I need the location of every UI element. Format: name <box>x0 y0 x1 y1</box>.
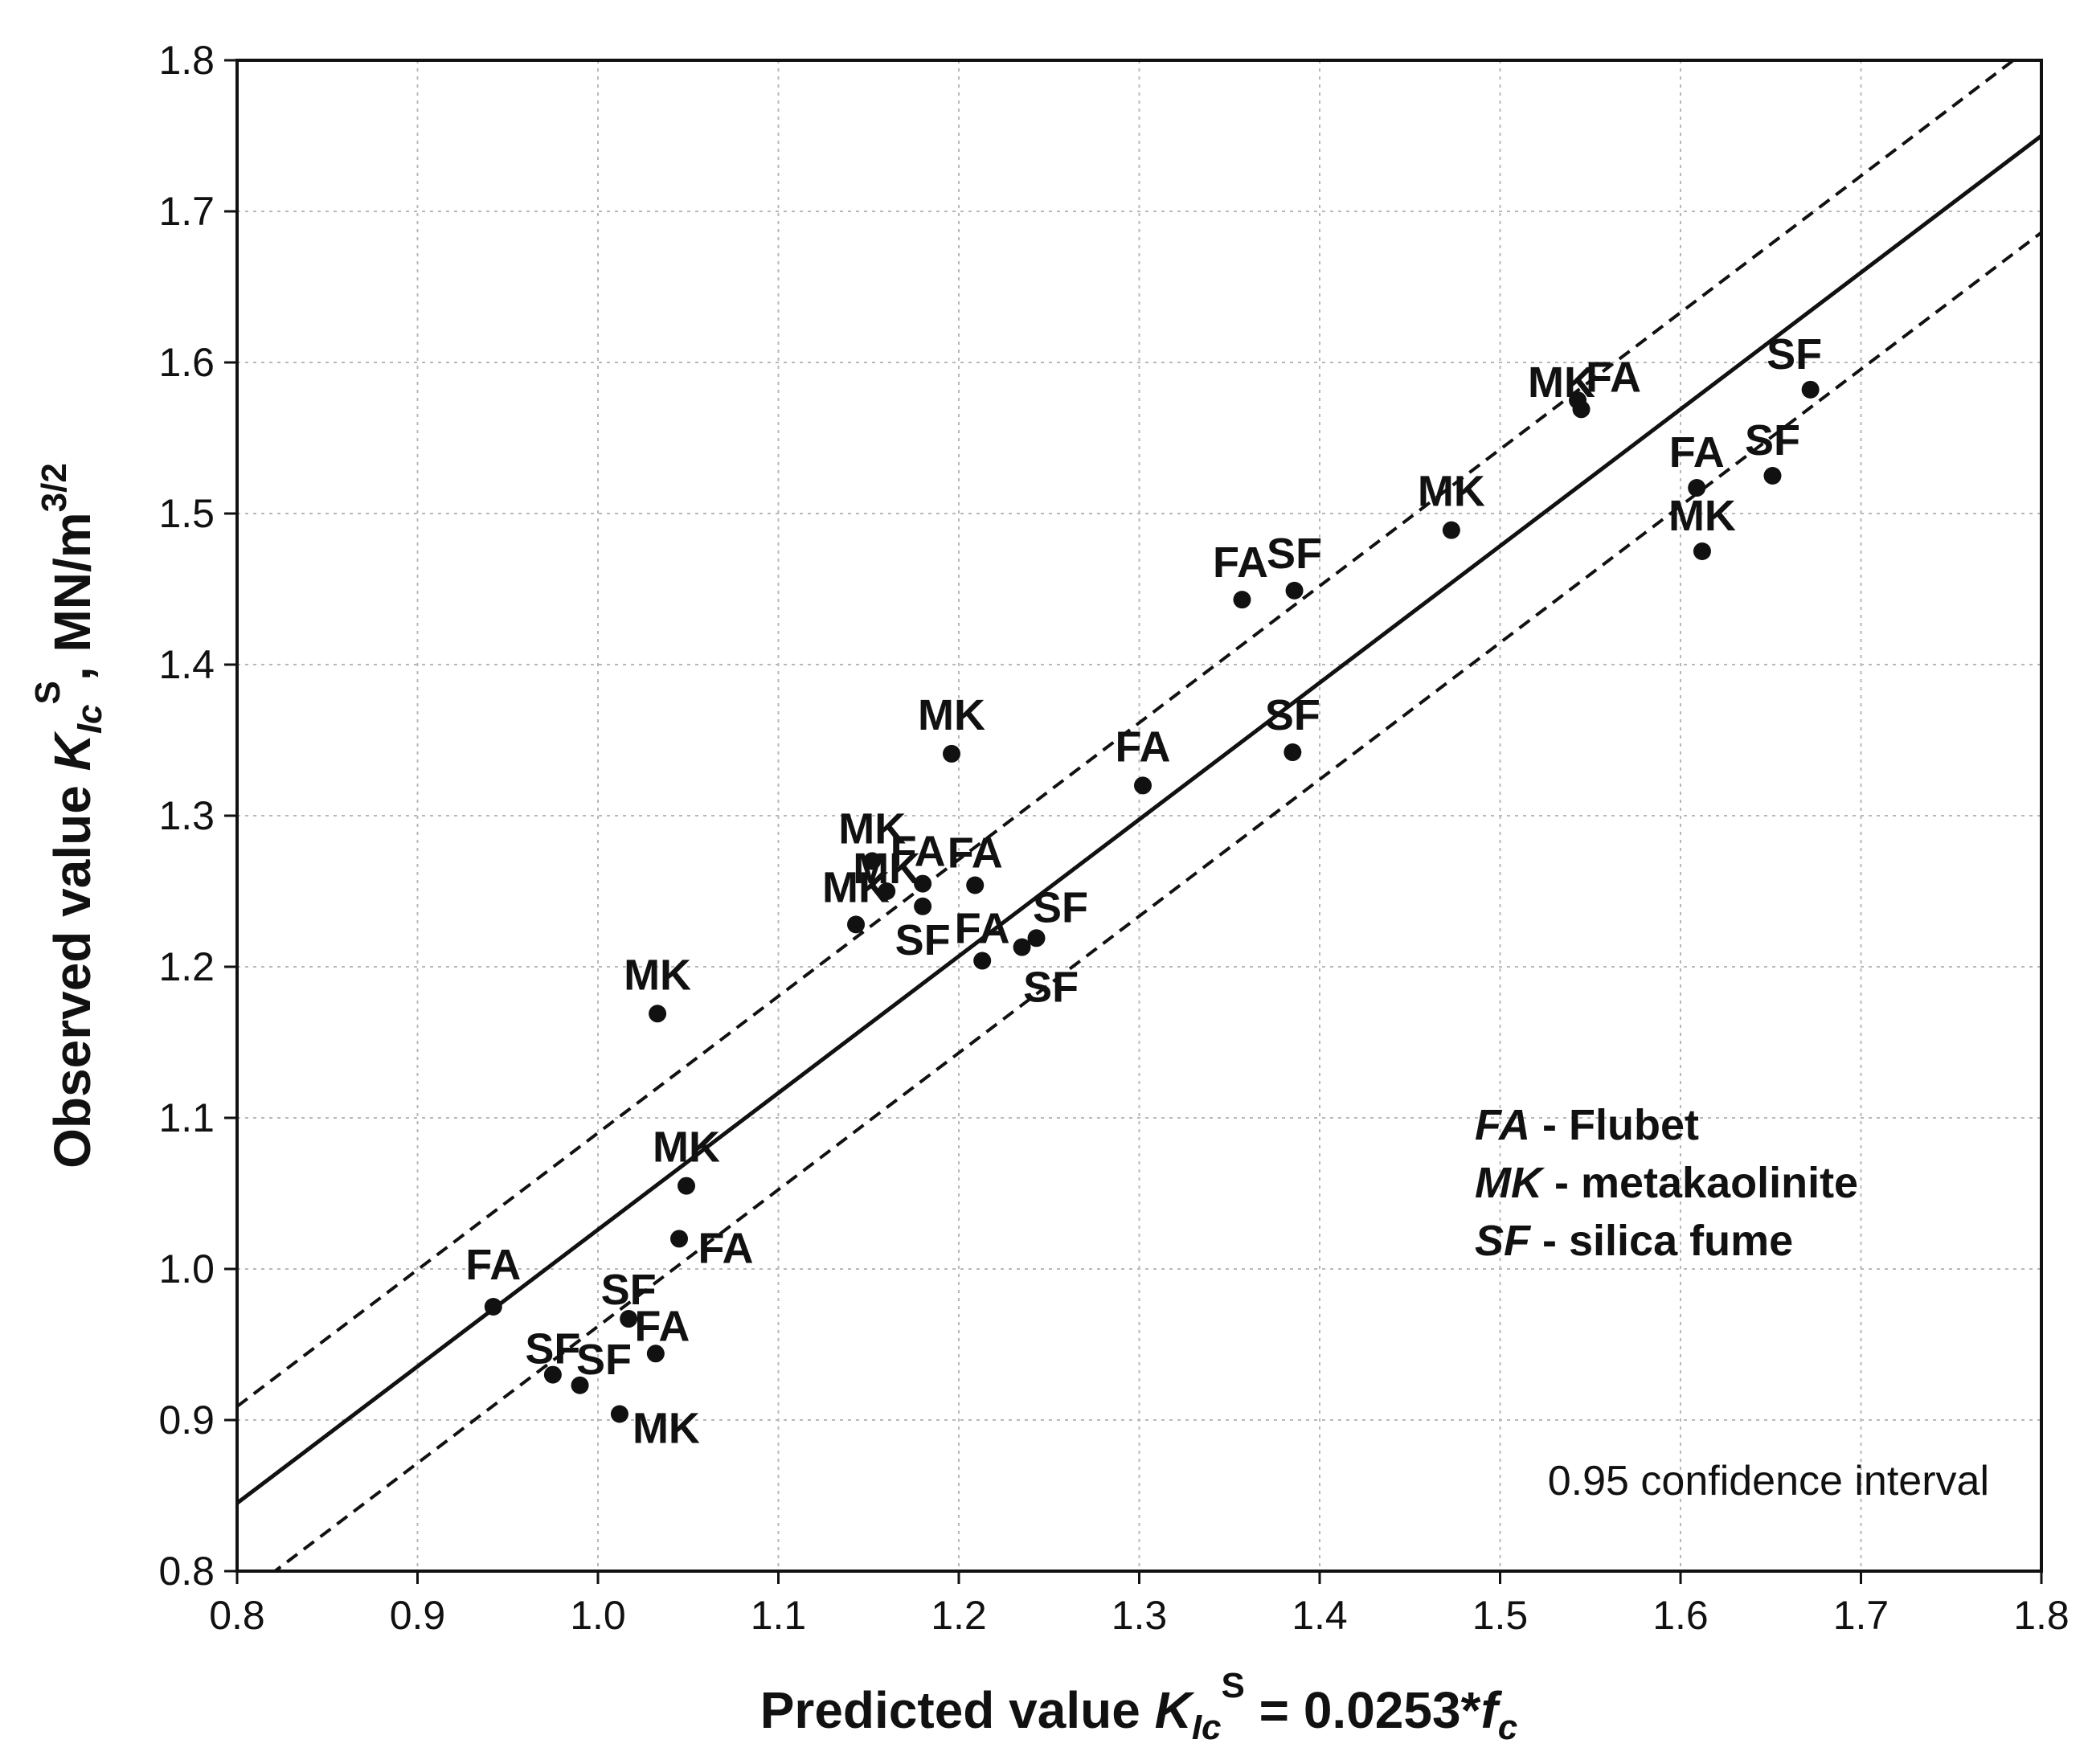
x-tick-label: 1.7 <box>1833 1593 1889 1638</box>
data-point <box>914 874 932 893</box>
data-point <box>678 1177 696 1195</box>
data-point <box>847 915 866 934</box>
legend-item-mk: MK - metakaolinite <box>1475 1159 1858 1207</box>
y-tick-label: 0.8 <box>158 1549 215 1594</box>
point-label: MK <box>838 804 906 853</box>
point-label: FA <box>1213 538 1268 587</box>
point-label: FA <box>890 828 946 876</box>
data-point <box>1801 380 1820 399</box>
confidence-interval-note: 0.95 confidence interval <box>1548 1458 1989 1504</box>
x-tick-label: 0.8 <box>209 1593 265 1638</box>
x-tick-label: 1.6 <box>1652 1593 1709 1638</box>
data-point <box>1233 591 1251 609</box>
data-point <box>914 897 932 915</box>
x-tick-label: 0.9 <box>390 1593 446 1638</box>
point-label: MK <box>633 1404 700 1452</box>
point-label: MK <box>653 1123 720 1172</box>
y-tick-label: 1.4 <box>158 642 215 687</box>
axis-ticks: 0.8 0.9 1.0 1.1 1.2 1.3 1.4 1.5 1.6 1.7 1.8 0.8 0.9 1… <box>158 38 2069 1638</box>
data-point <box>620 1310 638 1328</box>
x-tick-label: 1.4 <box>1292 1593 1348 1638</box>
y-tick-label: 0.9 <box>158 1398 215 1443</box>
y-tick-label: 1.2 <box>158 944 215 989</box>
point-label: MK <box>918 691 985 739</box>
lower-confidence-band <box>272 231 2041 1571</box>
data-point <box>1284 743 1302 762</box>
point-label: SF <box>1267 530 1322 578</box>
y-axis-title: Observed value KIcS, MN/m3/2 <box>28 463 109 1168</box>
point-label: FA <box>698 1224 754 1272</box>
data-points: FASFSFMKSFFAFAMKMKMKMKMKFASFFAFASFSFMKFA… <box>465 330 1822 1453</box>
point-label: FA <box>1586 353 1641 401</box>
y-tick-label: 1.6 <box>158 340 215 385</box>
y-tick-label: 1.5 <box>158 491 215 536</box>
x-tick-label: 1.1 <box>751 1593 807 1638</box>
legend: FA - Flubet MK - metakaolinite SF - sili… <box>1475 1101 1858 1265</box>
data-point <box>973 952 992 970</box>
legend-item-fa: FA - Flubet <box>1475 1101 1699 1149</box>
data-point <box>610 1405 628 1423</box>
point-label: SF <box>601 1266 657 1314</box>
point-label: MK <box>1528 358 1595 407</box>
point-label: FA <box>1115 722 1170 771</box>
data-point <box>1693 542 1711 560</box>
point-label: FA <box>634 1302 690 1350</box>
point-label: FA <box>465 1241 521 1289</box>
x-axis-title: Predicted value KIcS = 0.0253*fc <box>760 1666 1518 1747</box>
x-tick-label: 1.2 <box>931 1593 987 1638</box>
data-point <box>943 744 961 763</box>
point-label: FA <box>948 829 1003 877</box>
data-point <box>966 876 985 894</box>
point-label: SF <box>895 916 951 964</box>
x-tick-label: 1.5 <box>1472 1593 1529 1638</box>
point-label: MK <box>624 951 691 999</box>
point-label: SF <box>576 1336 632 1384</box>
x-tick-label: 1.8 <box>2013 1593 2070 1638</box>
x-tick-label: 1.3 <box>1112 1593 1168 1638</box>
data-point <box>878 882 896 900</box>
data-point <box>484 1298 502 1316</box>
point-label: FA <box>955 904 1010 952</box>
fit-line <box>237 134 2041 1505</box>
regression-lines <box>237 60 2041 1571</box>
point-label: FA <box>1669 428 1725 477</box>
data-point <box>1763 467 1782 485</box>
legend-item-sf: SF - silica fume <box>1475 1217 1793 1265</box>
point-label: SF <box>525 1325 580 1373</box>
point-label: MK <box>853 845 920 893</box>
y-tick-label: 1.0 <box>158 1246 215 1291</box>
point-label: MK <box>1668 492 1736 540</box>
data-point <box>1442 521 1460 539</box>
data-point <box>649 1005 667 1023</box>
data-point <box>1572 400 1591 419</box>
data-point <box>1027 929 1046 947</box>
point-label: SF <box>1033 883 1088 931</box>
point-label: SF <box>1023 964 1079 1012</box>
y-tick-label: 1.7 <box>158 189 215 234</box>
y-tick-label: 1.8 <box>158 38 215 83</box>
point-label: MK <box>822 863 890 911</box>
data-point <box>1285 581 1304 600</box>
point-label: SF <box>1745 416 1800 465</box>
data-point <box>543 1365 562 1384</box>
gridlines <box>237 60 2041 1571</box>
x-tick-label: 1.0 <box>570 1593 626 1638</box>
y-tick-label: 1.1 <box>158 1095 215 1140</box>
data-point <box>646 1344 665 1363</box>
point-label: SF <box>1265 691 1320 739</box>
data-point <box>571 1376 589 1394</box>
point-label: MK <box>1418 468 1485 516</box>
y-tick-label: 1.3 <box>158 793 215 838</box>
data-point <box>1688 479 1706 497</box>
point-label: SF <box>1767 330 1822 379</box>
data-point <box>863 852 882 870</box>
data-point <box>1133 776 1152 795</box>
upper-confidence-band <box>237 60 2016 1408</box>
data-point <box>1013 938 1031 956</box>
data-point <box>670 1230 689 1248</box>
